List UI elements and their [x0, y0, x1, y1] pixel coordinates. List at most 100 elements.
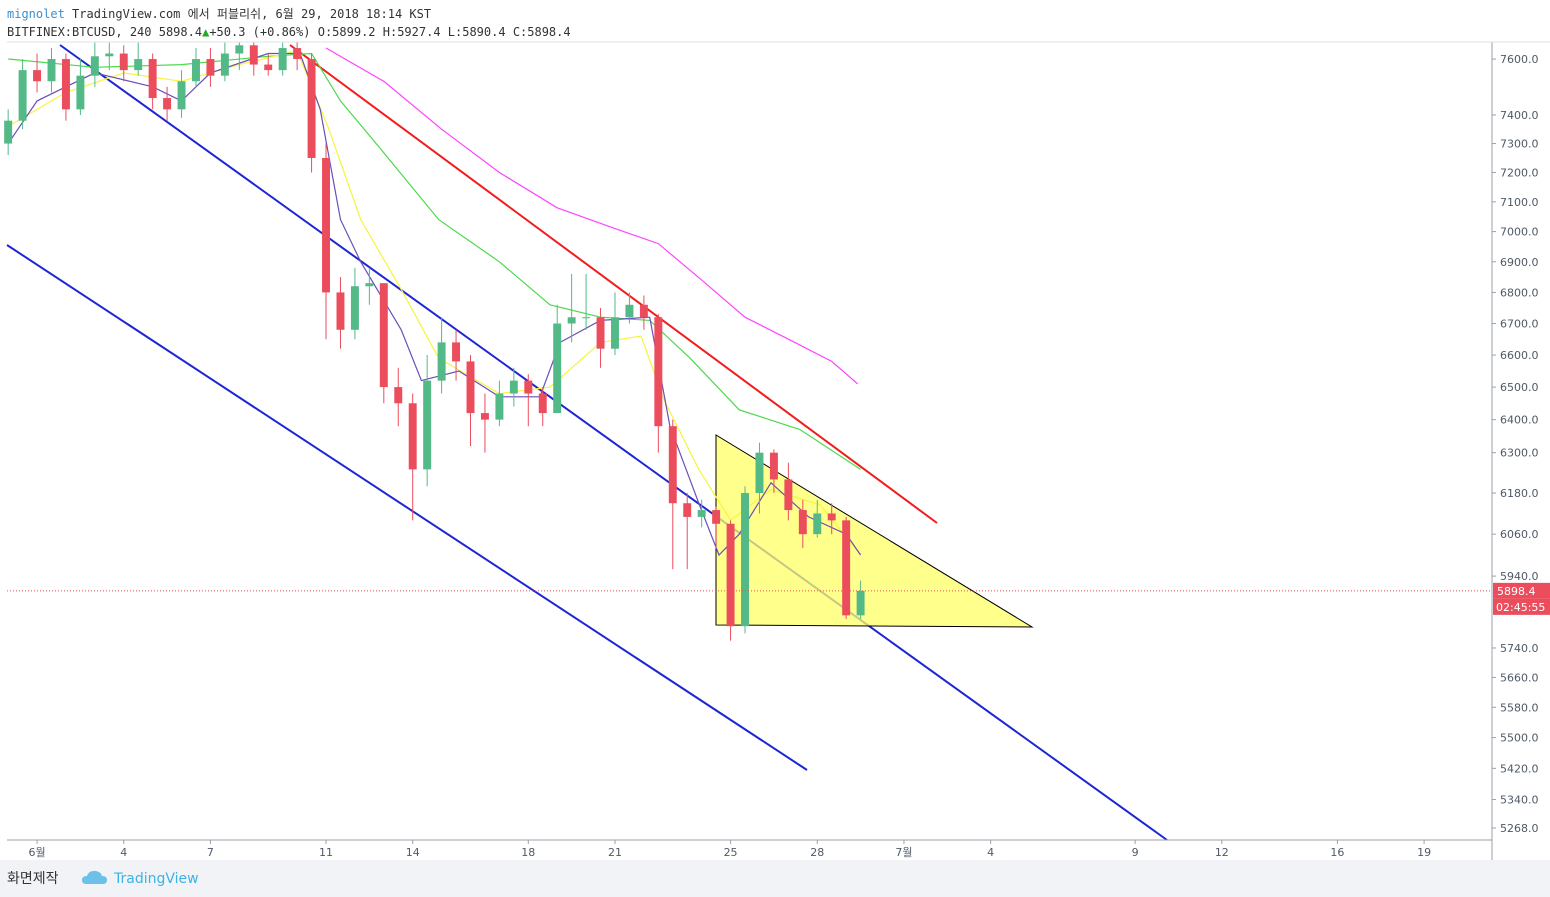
ohlc-low: L:5890.4 [448, 25, 506, 39]
candles [4, 42, 865, 641]
candle-body [322, 157, 330, 293]
x-tick-label: 7 [207, 846, 214, 859]
y-tick-label: 6300.0 [1500, 447, 1539, 460]
candle-body [278, 48, 287, 71]
x-tick-label: 14 [406, 846, 420, 859]
x-tick-label: 4 [120, 846, 127, 859]
candle-body [625, 304, 634, 318]
candle-body [148, 59, 157, 99]
x-tick-label: 16 [1330, 846, 1344, 859]
candle-body [697, 510, 706, 517]
y-tick-label: 6400.0 [1500, 414, 1539, 427]
countdown: 02:45:55 [1496, 601, 1545, 614]
candle-body [192, 59, 200, 82]
candle-body [784, 479, 793, 511]
footer-bar [0, 860, 1550, 897]
candle-body [105, 53, 114, 57]
candle-body [264, 64, 273, 71]
candle-body [509, 380, 518, 394]
candle-body [423, 380, 432, 470]
x-tick-label: 6월 [28, 846, 45, 859]
candle-body [596, 317, 605, 349]
y-tick-label: 6060.0 [1500, 528, 1539, 541]
candle-body [365, 283, 374, 287]
candle-body [452, 342, 461, 362]
ohlc-open: O:5899.2 [318, 25, 376, 39]
y-tick-label: 7000.0 [1500, 226, 1539, 239]
candle-body [18, 70, 27, 121]
candle-body [798, 510, 807, 535]
candle-body [639, 304, 648, 318]
candle-body [134, 59, 143, 71]
candle-body [4, 120, 13, 144]
candle-body [76, 75, 85, 110]
candle-body [755, 452, 764, 494]
candle-body [293, 48, 302, 60]
candle-body [235, 45, 244, 54]
candle-body [856, 590, 865, 616]
x-tick-label: 7월 [895, 846, 912, 859]
axes: 7600.0 7400.0 7300.0 7200.0 7100.0 7000.0 6900… [7, 53, 1550, 859]
y-tick-label: 5580.0 [1500, 701, 1539, 714]
candle-body [668, 426, 677, 504]
candle-body [524, 380, 533, 394]
symbol: BITFINEX:BTCUSD, 240 [7, 25, 152, 39]
x-tick-label: 19 [1417, 846, 1431, 859]
candle-body [567, 317, 576, 324]
background [0, 0, 1550, 860]
y-tick-label: 5340.0 [1500, 794, 1539, 807]
brand[interactable]: TradingView [113, 871, 199, 887]
y-tick-label: 7300.0 [1500, 138, 1539, 151]
ohlc-high: H:5927.4 [383, 25, 441, 39]
x-tick-label: 25 [724, 846, 738, 859]
candle-body [480, 413, 489, 420]
candle-body [538, 393, 547, 414]
drawings [6, 44, 1168, 841]
made-with: 화면제작 [7, 871, 59, 887]
last-price-label: 5898.4 [1497, 585, 1536, 598]
brand-logo [82, 870, 107, 884]
x-tick-label: 12 [1215, 846, 1229, 859]
candle-body [336, 292, 345, 330]
y-tick-label: 7200.0 [1500, 166, 1539, 179]
candle-body [466, 361, 475, 414]
candle-body [827, 513, 836, 521]
resistance-line [289, 44, 938, 524]
x-tick-label: 28 [810, 846, 824, 859]
y-tick-label: 6800.0 [1500, 286, 1539, 299]
candle-body [726, 523, 735, 627]
candle-body [611, 317, 619, 349]
candle-body [177, 81, 186, 110]
candle-body [220, 53, 229, 76]
candle-body [741, 493, 749, 627]
candle-body [769, 452, 778, 480]
header-line: mignolet TradingView.com 에서 퍼블리쉬, 6월 29,… [7, 7, 431, 21]
x-tick-label: 11 [319, 846, 333, 859]
candle-body [163, 98, 172, 110]
candle-body [33, 70, 42, 82]
candle-body [394, 387, 403, 404]
candle-body [813, 513, 822, 535]
y-tick-label: 6500.0 [1500, 381, 1539, 394]
arrow: ▲ [202, 25, 210, 39]
y-tick-label: 6600.0 [1500, 349, 1539, 362]
y-tick-label: 5500.0 [1500, 732, 1539, 745]
y-tick-label: 6180.0 [1500, 487, 1539, 500]
candle-body [307, 59, 316, 158]
candle-body [47, 59, 56, 82]
y-tick-label: 5420.0 [1500, 762, 1539, 775]
candle-body [119, 53, 128, 71]
y-tick-label: 5660.0 [1500, 671, 1539, 684]
y-tick-label: 5268.0 [1500, 822, 1539, 835]
legend-line: BITFINEX:BTCUSD, 240 5898.4▲+50.3 (+0.86… [7, 25, 571, 39]
moving-average [325, 47, 859, 385]
candle-body [582, 317, 591, 319]
last-price: 5898.4 [159, 25, 202, 39]
y-tick-label: 7100.0 [1500, 196, 1539, 209]
candle-body [437, 342, 446, 381]
y-tick-label: 5740.0 [1500, 642, 1539, 655]
y-tick-label: 7400.0 [1500, 109, 1539, 122]
candle-body [350, 286, 359, 330]
